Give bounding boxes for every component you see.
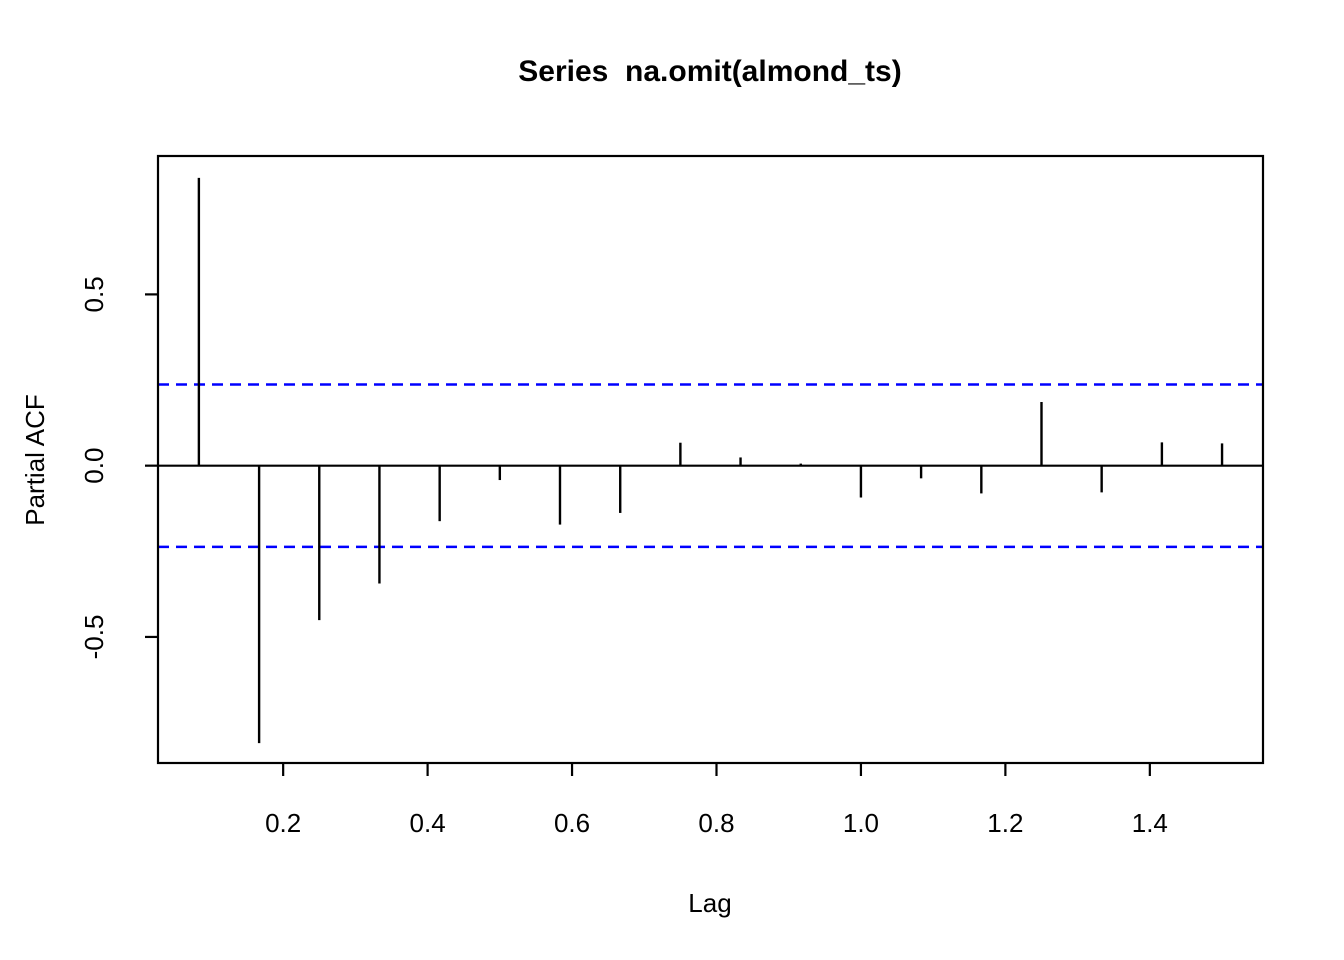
x-axis-title: Lag [688,888,731,918]
confidence-bands [158,383,1263,549]
y-tick-label: -0.5 [79,615,109,660]
y-tick-label: 0.5 [79,276,109,312]
pacf-spikes [197,177,1224,744]
x-tick-label: 1.0 [843,808,879,838]
plot-box-border [156,154,1265,765]
x-tick-label: 0.6 [554,808,590,838]
y-axis: -0.5 0.0 0.5 [79,276,158,659]
x-tick-label: 0.2 [265,808,301,838]
x-tick-label: 1.4 [1132,808,1168,838]
y-axis-title: Partial ACF [20,394,50,526]
x-axis: 0.2 0.4 0.6 0.8 1.0 1.2 1.4 [265,763,1168,838]
chart-title: Series na.omit(almond_ts) [518,55,901,88]
x-tick-label: 0.4 [410,808,446,838]
y-tick-label: 0.0 [79,448,109,484]
x-tick-label: 0.8 [698,808,734,838]
x-tick-label: 1.2 [987,808,1023,838]
plot-border [156,154,1265,765]
